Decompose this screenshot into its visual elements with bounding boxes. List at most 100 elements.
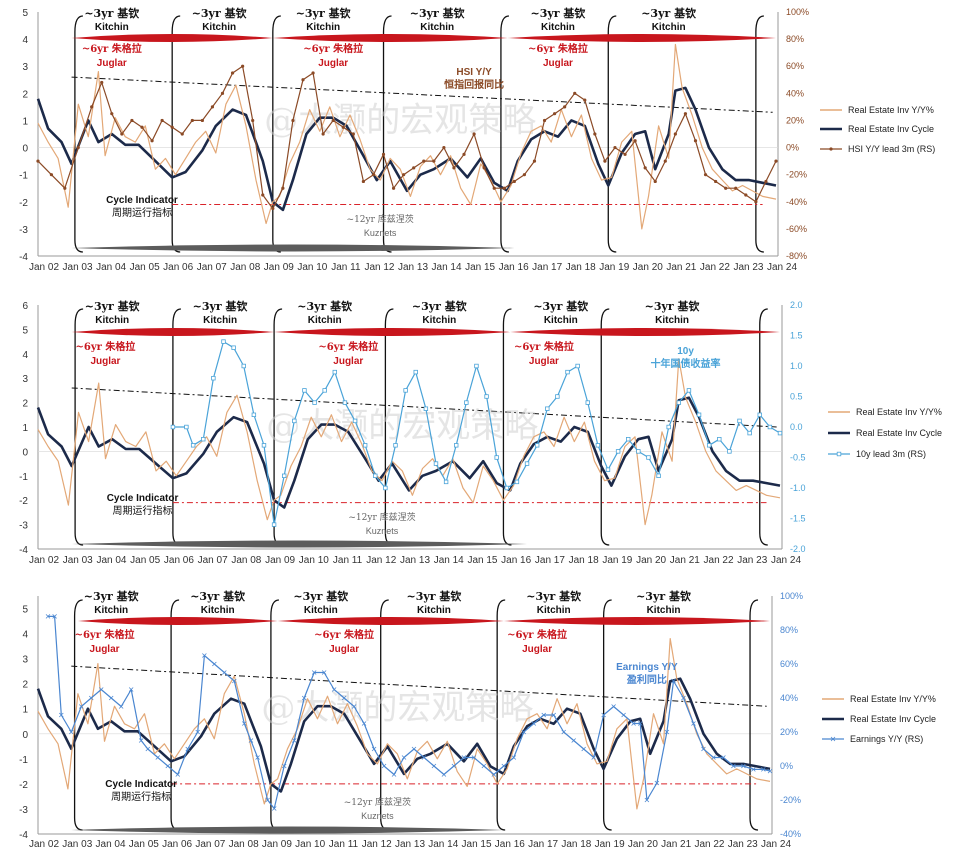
juglar-label: ~6yr 朱格拉 (314, 628, 374, 641)
x-tick-label: Jan 13 (395, 839, 425, 850)
kitchin-label: ~3yr 基钦 (531, 6, 586, 20)
data-point (696, 412, 702, 417)
data-point (402, 173, 406, 177)
data-point (621, 712, 626, 718)
data-point (754, 200, 758, 204)
data-point (341, 125, 345, 129)
x-tick-label: Jan 10 (297, 262, 327, 273)
kitchin-sublabel: Kitchin (308, 315, 342, 326)
data-point (301, 78, 305, 82)
data-point (185, 746, 191, 752)
data-point (601, 712, 606, 718)
cycle-divider (73, 599, 83, 831)
data-point (312, 400, 317, 405)
data-point (581, 746, 586, 752)
kitchin-label: ~3yr 基钦 (85, 299, 140, 313)
data-point (232, 678, 237, 684)
kitchin-sublabel: Kitchin (94, 605, 128, 616)
left-tick-label: -2 (19, 198, 28, 209)
data-point (98, 687, 104, 692)
data-point (451, 763, 457, 769)
juglar-band (272, 34, 508, 42)
x-tick-label: Jan 22 (700, 262, 730, 273)
data-point (49, 173, 54, 177)
data-point (202, 653, 207, 658)
data-point (423, 406, 429, 411)
left-tick-label: -1 (19, 472, 28, 483)
right-tick-label: 80% (780, 625, 798, 635)
kuznets-sublabel: Kuznets (366, 526, 399, 536)
kitchin-label: ~3yr 基钦 (297, 299, 352, 313)
data-point (654, 780, 660, 786)
data-point (261, 443, 267, 448)
data-point (663, 159, 667, 163)
data-point (631, 721, 636, 726)
data-point (767, 768, 773, 774)
x-tick-label: Jan 12 (364, 262, 394, 273)
x-tick-label: Jan 17 (535, 555, 565, 566)
data-point (741, 763, 746, 769)
data-point (666, 424, 671, 430)
juglar-sublabel: Juglar (543, 58, 573, 69)
data-point (401, 755, 407, 760)
series-annotation-sub: 十年国债收益率 (651, 357, 721, 370)
cycle-divider (607, 15, 617, 253)
data-point (170, 424, 176, 430)
data-point (331, 687, 337, 692)
kitchin-sublabel: Kitchin (95, 22, 129, 33)
data-point (744, 193, 748, 197)
data-point (160, 118, 164, 123)
cycle-divider (171, 15, 181, 253)
kitchin-sublabel: Kitchin (652, 22, 686, 33)
data-point (391, 772, 397, 777)
data-point (643, 166, 647, 170)
data-point (271, 522, 277, 527)
data-point (271, 206, 275, 211)
data-point (211, 375, 216, 381)
data-point (757, 412, 762, 417)
watermark: @大灏的宏观策略 (266, 406, 538, 446)
data-point (532, 159, 537, 163)
kitchin-sublabel: Kitchin (647, 605, 681, 616)
data-point (241, 64, 245, 68)
data-point (403, 388, 408, 393)
data-point (777, 430, 783, 436)
data-point (673, 132, 677, 136)
right-tick-label: 0.0 (790, 422, 803, 432)
juglar-sublabel: Juglar (522, 644, 552, 655)
data-point (711, 755, 716, 760)
x-tick-label: Jan 18 (566, 262, 596, 273)
data-point (555, 394, 560, 399)
data-point (421, 755, 427, 760)
data-point (541, 712, 547, 718)
data-point (230, 71, 235, 75)
data-point (717, 436, 722, 442)
x-tick-label: Jan 18 (561, 839, 591, 850)
left-tick-label: -1 (19, 171, 28, 182)
data-point (571, 738, 576, 743)
kuznets-band (71, 244, 515, 252)
x-tick-label: Jan 11 (329, 839, 359, 850)
x-tick-label: Jan 14 (434, 555, 464, 566)
data-point (542, 118, 547, 123)
data-point (381, 763, 387, 769)
legend-label: Real Estate Inv Y/Y% (848, 105, 934, 115)
data-point (767, 424, 773, 430)
kitchin-sublabel: Kitchin (655, 315, 689, 326)
left-tick-label: -3 (19, 521, 28, 532)
x-tick-label: Jan 23 (737, 555, 767, 566)
x-tick-label: Jan 03 (62, 839, 92, 850)
right-tick-label: -2.0 (790, 544, 806, 554)
right-tick-label: 20% (780, 727, 798, 737)
x-tick-label: Jan 20 (628, 839, 658, 850)
data-point (703, 173, 708, 177)
real-estate-yoy-line (37, 637, 771, 810)
data-point (462, 152, 466, 156)
x-tick-label: Jan 05 (130, 262, 160, 273)
data-point (108, 695, 114, 701)
data-point (221, 339, 226, 344)
data-point (140, 125, 144, 129)
data-point (511, 755, 517, 760)
data-point (443, 479, 449, 485)
x-tick-label: Jan 04 (96, 262, 126, 273)
